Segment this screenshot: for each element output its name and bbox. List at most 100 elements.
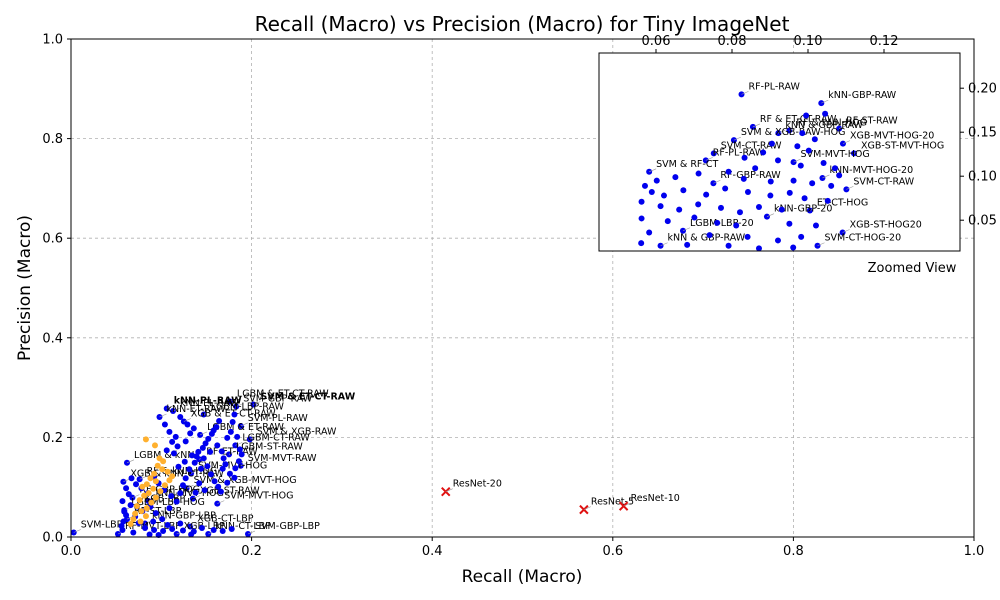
data-point [145,490,152,497]
data-point [160,458,167,465]
data-point [152,478,159,485]
data-point [831,165,838,172]
data-point [139,483,146,490]
data-point [790,244,797,251]
data-point [736,209,743,216]
data-point [211,478,218,485]
label-leader-line [247,530,256,535]
inset-x-tick-label: 0.12 [870,34,899,49]
label-leader-line [132,494,140,498]
data-point [799,130,806,137]
data-point [130,516,137,523]
data-point [219,465,226,472]
point-label: XGB-ST-RAW [200,486,260,497]
point-label: RF-PL-RAW [713,147,765,158]
data-point [786,220,793,227]
label-leader-line [236,403,244,407]
main-plot-frame [70,38,975,538]
data-point [222,461,229,468]
data-point [680,187,687,194]
data-point [138,508,145,515]
point-label: LGBM-CT-RAW [242,432,310,443]
data-point [151,470,158,477]
data-point [148,499,155,506]
data-point [159,466,166,473]
data-point [219,528,226,535]
x-tick-label: 0.4 [422,544,443,559]
data-point [794,143,801,150]
label-leader-line [240,422,248,427]
data-point [660,192,667,199]
point-label: SVM-CT-RAW [853,176,914,187]
label-leader-line [649,168,657,173]
point-label: XGB & kNN-CT-RAW [130,469,224,480]
label-leader-line [583,506,592,510]
y-axis-label: Precision (Macro) [15,215,35,361]
data-point [141,492,148,499]
data-point [646,229,653,236]
data-point [202,440,209,447]
point-label: SVM-MVT-RAW [248,453,317,464]
point-label: RF & kNN-HOG [147,466,218,477]
data-point [133,481,140,488]
data-point [173,498,180,505]
label-leader-line [186,484,194,489]
data-point [184,421,191,428]
data-point [733,222,740,229]
data-point [740,175,747,182]
data-point [151,527,158,534]
data-point [181,458,188,465]
point-label: kNN-CT-LBP [215,521,271,532]
data-point [725,168,732,175]
data-point [182,475,189,482]
y-tick-label: 0.2 [42,431,63,446]
data-point [217,488,224,495]
data-point [798,233,805,240]
label-leader-line [853,150,862,154]
label-leader-line [682,227,691,232]
data-point [189,452,196,459]
data-point [177,490,184,497]
data-point [164,522,171,529]
inset-y-tick-label: 0.05 [968,214,997,229]
label-leader-line [660,242,668,246]
label-leader-line [203,411,211,415]
data-point [822,110,829,117]
data-point [703,191,710,198]
data-point [191,459,198,466]
label-leader-line [126,459,135,464]
data-point [187,430,194,437]
data-point [196,480,203,487]
data-point [214,442,221,449]
label-leader-line [139,475,147,480]
label-leader-line [217,500,225,504]
data-point [824,197,831,204]
point-label: kNN-GBP-20 [774,204,832,215]
point-label: LGBM-LBP-HOG [131,497,205,508]
data-point [714,219,721,226]
data-point [133,503,140,510]
data-point [150,518,157,525]
data-point [741,154,748,161]
data-point [672,174,679,181]
point-label: ResNet-10 [631,493,680,504]
data-point [229,418,236,425]
data-point [177,520,184,527]
data-point [695,170,702,177]
data-point [127,521,134,528]
point-label: kNN-PL-RAW [180,398,240,409]
inset-caption: Zoomed View [868,261,957,276]
data-point [767,178,774,185]
data-point [170,450,177,457]
label-leader-line [846,186,854,190]
point-label: SVM-CT-RAW [721,140,782,151]
data-point [224,479,231,486]
point-label: SVM & XGB-RAW-HOG [741,127,846,138]
data-point [812,222,819,229]
data-point [657,203,664,210]
point-label: kNN-GBP-RAW [828,90,897,101]
label-leader-line [839,125,847,129]
point-label: SVM-PL-RAW [248,413,309,424]
label-leader-line [733,136,742,141]
data-point [803,112,810,119]
